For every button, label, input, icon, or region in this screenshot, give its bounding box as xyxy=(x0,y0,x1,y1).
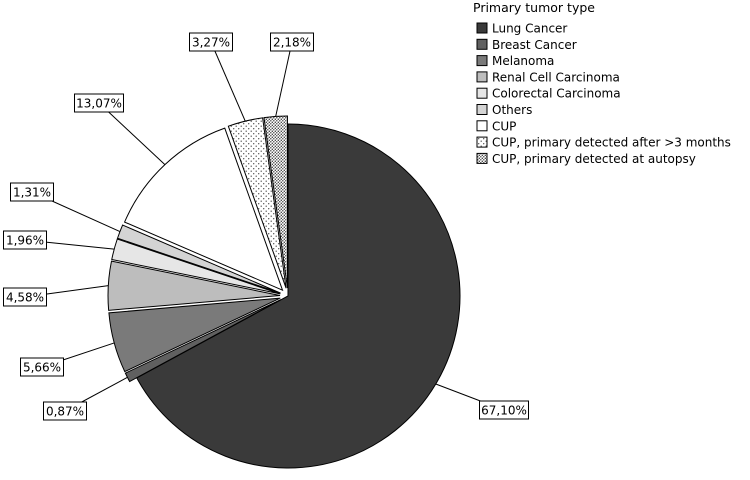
data-label-6: 1,31% xyxy=(13,186,51,200)
legend-label-3: Melanoma xyxy=(492,54,554,68)
legend-swatch-5 xyxy=(476,87,488,99)
legend-swatch-7 xyxy=(476,120,488,132)
pie-slice-9 xyxy=(263,115,288,289)
data-label-box-6 xyxy=(10,182,54,202)
legend-swatch-1 xyxy=(476,22,488,34)
legend: Primary tumor type Lung Cancer Breast Can… xyxy=(473,0,731,166)
legend-label-5: Colorectal Carcinoma xyxy=(492,87,621,101)
data-label-box-9 xyxy=(270,32,314,52)
legend-label-6: Others xyxy=(492,103,532,117)
pie-slice-2 xyxy=(124,299,282,383)
legend-swatch-4 xyxy=(476,71,488,83)
data-label-5: 1,96% xyxy=(6,234,44,248)
legend-swatch-2 xyxy=(476,38,488,50)
leader-line-7 xyxy=(98,102,166,166)
data-label-8: 3,27% xyxy=(192,36,230,50)
pie-slice-4 xyxy=(107,260,281,311)
legend-label-2: Breast Cancer xyxy=(492,38,577,52)
data-label-2: 0,87% xyxy=(46,405,84,419)
legend-swatch-3 xyxy=(476,55,488,67)
data-labels: 67,10% 0,87% 5,66% 4,58% 1,96% 1,31% 13,07% 3,2… xyxy=(3,32,529,421)
data-label-box-7 xyxy=(74,93,124,113)
pie-slice-3 xyxy=(108,297,281,373)
legend-label-4: Renal Cell Carcinoma xyxy=(492,70,620,84)
data-label-box-4 xyxy=(3,287,47,307)
legend-swatch-9 xyxy=(476,152,488,164)
legend-label-7: CUP xyxy=(492,119,516,133)
legend-swatch-6 xyxy=(476,104,488,115)
data-label-3: 5,66% xyxy=(23,361,61,375)
pie-slice-1 xyxy=(136,123,461,469)
data-label-box-3 xyxy=(20,357,64,377)
legend-label-9: CUP, primary detected at autopsy xyxy=(492,152,696,166)
data-label-box-1 xyxy=(479,400,529,420)
data-label-1: 67,10% xyxy=(481,404,527,418)
leader-line-8 xyxy=(210,41,246,122)
data-label-box-2 xyxy=(43,401,87,421)
pie-slice-7 xyxy=(123,127,284,292)
data-label-box-8 xyxy=(189,32,233,52)
data-label-7: 13,07% xyxy=(76,97,122,111)
data-label-9: 2,18% xyxy=(273,36,311,50)
data-label-box-5 xyxy=(3,230,47,250)
legend-swatch-8 xyxy=(476,136,488,148)
legend-label-1: Lung Cancer xyxy=(492,22,567,36)
data-label-4: 4,58% xyxy=(6,291,44,305)
legend-title: Primary tumor type xyxy=(473,0,595,15)
leader-line-9 xyxy=(275,41,293,117)
pie-slice-8 xyxy=(227,117,287,289)
legend-label-8: CUP, primary detected after >3 months xyxy=(492,136,731,150)
pie-slices xyxy=(107,115,461,469)
